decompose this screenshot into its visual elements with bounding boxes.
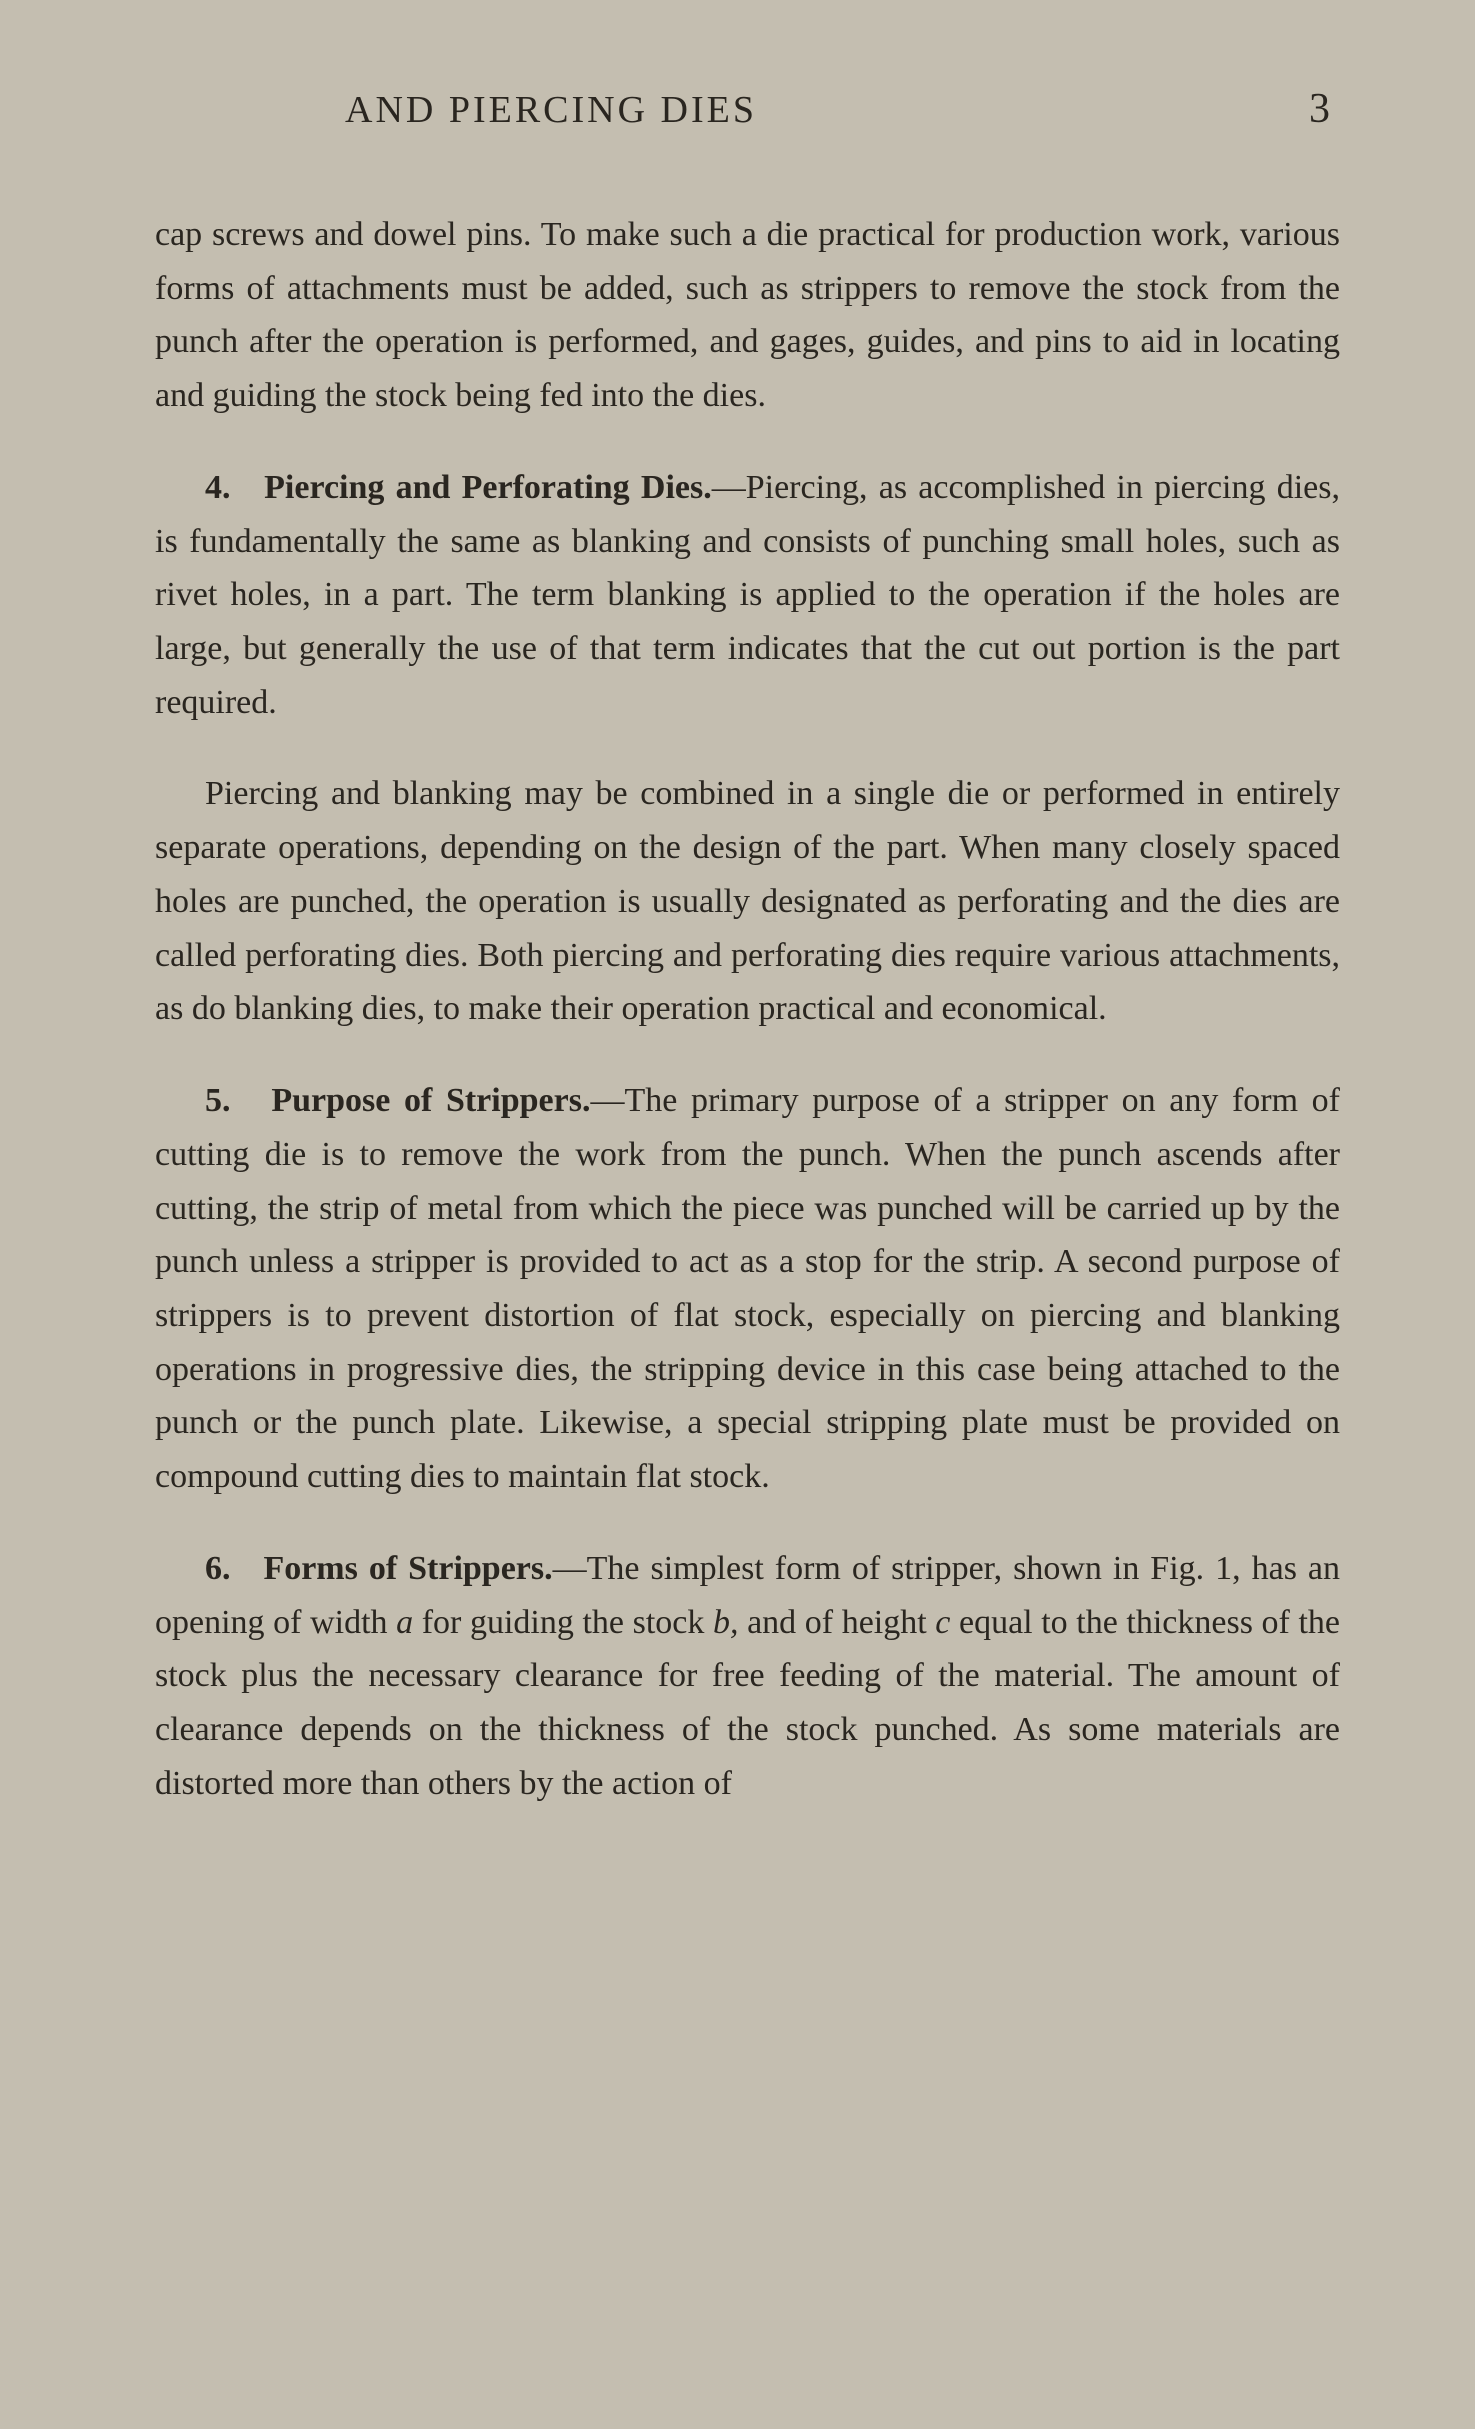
paragraph-5-text-3: and of height [738, 1604, 935, 1641]
paragraph-4-text: —The primary purpose of a stripper on an… [155, 1082, 1340, 1495]
header-title: AND PIERCING DIES [345, 88, 757, 132]
section-6-number: 6. [205, 1550, 231, 1587]
italic-a: a [396, 1604, 413, 1641]
paragraph-4: 5. Purpose of Strippers.—The primary pur… [155, 1074, 1340, 1504]
italic-b: b, [713, 1604, 739, 1641]
paragraph-2-text: —Piercing, as accomplished in piercing d… [155, 469, 1340, 721]
paragraph-2: 4. Piercing and Perforating Dies.—Pierci… [155, 461, 1340, 730]
paragraph-3: Piercing and blanking may be combined in… [155, 767, 1340, 1036]
paragraph-5-text-2: for guiding the stock [413, 1604, 713, 1641]
paragraph-5: 6. Forms of Strippers.—The simplest form… [155, 1542, 1340, 1811]
section-6-title: Forms of Strippers. [263, 1550, 552, 1587]
italic-c: c [935, 1604, 950, 1641]
section-5-number: 5. [205, 1082, 231, 1119]
section-5-title: Purpose of Strippers. [271, 1082, 590, 1119]
paragraph-1: cap screws and dowel pins. To make such … [155, 208, 1340, 423]
paragraph-3-text: Piercing and blanking may be combined in… [155, 775, 1340, 1027]
section-4-number: 4. [205, 469, 231, 506]
section-4-title: Piercing and Perforating Dies. [264, 469, 712, 506]
page-number: 3 [1309, 85, 1330, 133]
paragraph-1-text: cap screws and dowel pins. To make such … [155, 216, 1340, 414]
page-header: AND PIERCING DIES 3 [155, 85, 1340, 133]
